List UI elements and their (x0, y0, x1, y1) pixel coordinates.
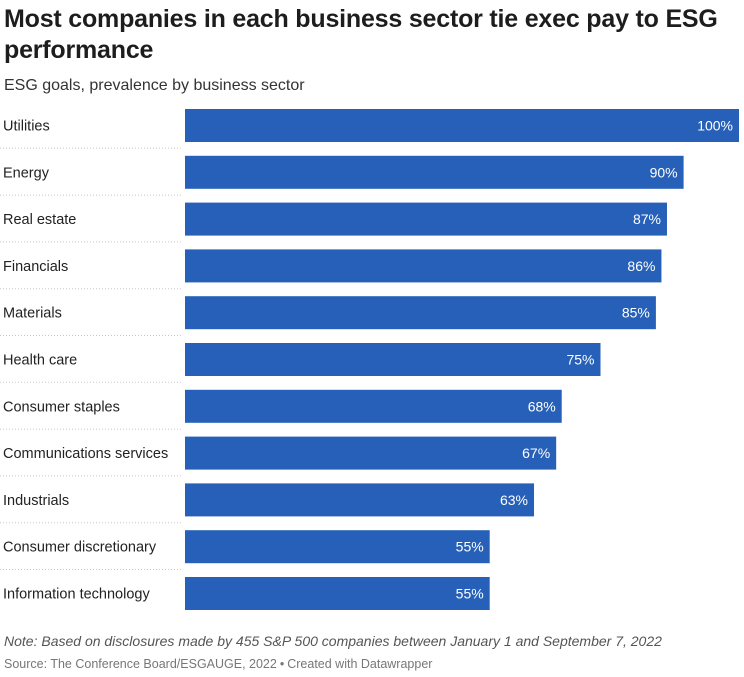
bar (185, 343, 601, 376)
value-label: 86% (627, 258, 655, 274)
value-label: 87% (633, 211, 661, 227)
source-text: Source: The Conference Board/ESGAUGE, 20… (4, 657, 277, 671)
bar-row: Information technology 55% (3, 577, 490, 610)
category-label: Industrials (3, 493, 69, 509)
bar-row: Consumer staples 68% (0, 389, 562, 430)
category-label: Energy (3, 165, 50, 181)
bar (185, 530, 490, 564)
bar (185, 155, 684, 189)
value-label: 67% (522, 445, 550, 461)
bar (185, 436, 557, 470)
category-label: Consumer discretionary (3, 540, 157, 556)
category-label: Real estate (3, 212, 76, 228)
category-label: Health care (3, 353, 77, 369)
bar (185, 577, 490, 610)
value-label: 100% (697, 118, 733, 134)
bar-row: Financials 86% (0, 249, 662, 290)
category-label: Communications services (3, 446, 168, 462)
bar-chart: Utilities 100% Energy 90% Real estate 87% Fina… (0, 109, 739, 610)
bar-row: Industrials 63% (0, 483, 535, 524)
value-label: 90% (650, 164, 678, 180)
category-label: Information technology (3, 587, 150, 603)
category-label: Financials (3, 259, 68, 275)
value-label: 55% (456, 539, 484, 555)
bar-row: Real estate 87% (0, 202, 667, 243)
value-label: 55% (456, 586, 484, 602)
chart-source: Source: The Conference Board/ESGAUGE, 20… (4, 657, 432, 671)
value-label: 75% (566, 352, 594, 368)
value-label: 85% (622, 305, 650, 321)
bar (185, 296, 656, 330)
bar-row: Health care 75% (0, 343, 601, 383)
chart-subtitle: ESG goals, prevalence by business sector (4, 77, 305, 94)
category-label: Materials (3, 306, 62, 322)
bar-row: Utilities 100% (0, 109, 739, 149)
bar (185, 389, 562, 423)
bar-row: Communications services 67% (0, 436, 557, 477)
bar (185, 109, 739, 142)
bar (185, 249, 662, 283)
bar (185, 202, 667, 236)
bar-row: Materials 85% (0, 296, 656, 336)
bar-row: Consumer discretionary 55% (0, 530, 490, 570)
bar-row: Energy 90% (0, 155, 684, 196)
chart-note: Note: Based on disclosures made by 455 S… (4, 633, 662, 649)
category-label: Utilities (3, 119, 50, 135)
category-label: Consumer staples (3, 399, 120, 415)
chart-title: Most companies in each business sector t… (4, 5, 718, 64)
value-label: 68% (528, 398, 556, 414)
bar (185, 483, 535, 517)
source-separator: • (279, 657, 285, 671)
credit-text: Created with Datawrapper (287, 657, 433, 671)
value-label: 63% (500, 492, 528, 508)
